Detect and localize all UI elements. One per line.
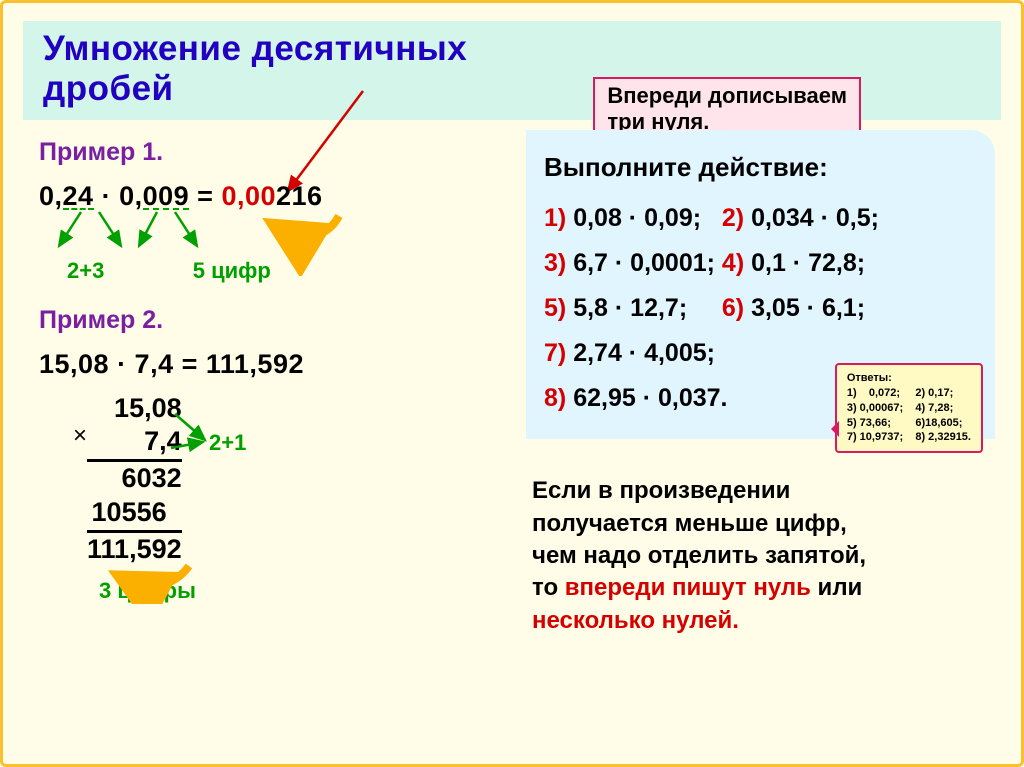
example-2-header: Пример 2. — [39, 306, 498, 335]
task-text: 3,05 · 6,1; — [744, 294, 865, 322]
answers-line: 1) 0,072; 2) 0,17; — [847, 386, 971, 401]
task-num: 2) — [722, 204, 744, 232]
content: Пример 1. 0,24 · 0,009 = 0,00216 2+3 5 ц… — [3, 120, 1021, 638]
result-curve-arrow — [79, 560, 219, 604]
multiply-cross-icon: × — [73, 422, 87, 450]
rule-text: Если в произведении получается меньше ци… — [532, 475, 995, 637]
rule-line: чем надо отделить запятой, — [532, 542, 866, 569]
example-2-equation: 15,08 · 7,4 = 111,592 — [39, 349, 498, 380]
task-num: 1) — [544, 204, 566, 232]
task-header: Выполните действие: — [544, 144, 977, 191]
answers-line: 3) 0,00067; 4) 7,28; — [847, 401, 971, 416]
task-text: 62,95 · 0,037. — [566, 384, 727, 412]
title-line-2: дробей — [43, 69, 174, 108]
task-num: 6) — [722, 294, 744, 322]
rule-line: получается меньше цифр, — [532, 510, 847, 537]
task-text: 0,08 · 0,09; — [566, 204, 701, 232]
example-1-header: Пример 1. — [39, 138, 498, 167]
left-column: Пример 1. 0,24 · 0,009 = 0,00216 2+3 5 ц… — [39, 130, 498, 638]
task-text: 2,74 · 4,005; — [566, 339, 715, 367]
example-1-arrows — [39, 202, 399, 276]
example-2-arrows — [149, 398, 259, 468]
task-text: 6,7 · 0,0001; — [566, 249, 715, 277]
task-box: Выполните действие: 1) 0,08 · 0,09; 2) 0… — [526, 130, 995, 440]
title-box: Умножение десятичных дробей Впереди допи… — [23, 21, 1001, 120]
task-text: 5,8 · 12,7; — [566, 294, 687, 322]
answers-header: Ответы: — [847, 371, 971, 386]
task-num: 3) — [544, 249, 566, 277]
answers-line: 5) 73,66; 6)18,605; — [847, 416, 971, 431]
task-num: 7) — [544, 339, 566, 367]
answers-box: Ответы: 1) 0,072; 2) 0,17; 3) 0,00067; 4… — [835, 363, 983, 453]
task-text: 0,034 · 0,5; — [744, 204, 879, 232]
task-num: 8) — [544, 384, 566, 412]
title-line-1: Умножение десятичных — [43, 29, 467, 68]
answers-line: 7) 10,9737; 8) 2,32915. — [847, 430, 971, 445]
rule-emphasis: несколько нулей. — [532, 607, 739, 634]
rule-line: или — [811, 574, 862, 601]
note-line-1: Впереди дописываем — [607, 83, 847, 108]
task-num: 4) — [722, 249, 744, 277]
rule-emphasis: впереди пишут нуль — [565, 574, 811, 601]
task-row: 3) 6,7 · 0,0001; 4) 0,1 · 72,8; — [544, 241, 977, 286]
task-num: 5) — [544, 294, 566, 322]
rule-line: то — [532, 574, 565, 601]
rule-line: Если в произведении — [532, 477, 790, 504]
right-column: Выполните действие: 1) 0,08 · 0,09; 2) 0… — [526, 130, 995, 638]
task-row: 1) 0,08 · 0,09; 2) 0,034 · 0,5; — [544, 196, 977, 241]
task-row: 5) 5,8 · 12,7; 6) 3,05 · 6,1; — [544, 286, 977, 331]
task-text: 0,1 · 72,8; — [744, 249, 865, 277]
col-p2: 10556 — [87, 496, 182, 530]
